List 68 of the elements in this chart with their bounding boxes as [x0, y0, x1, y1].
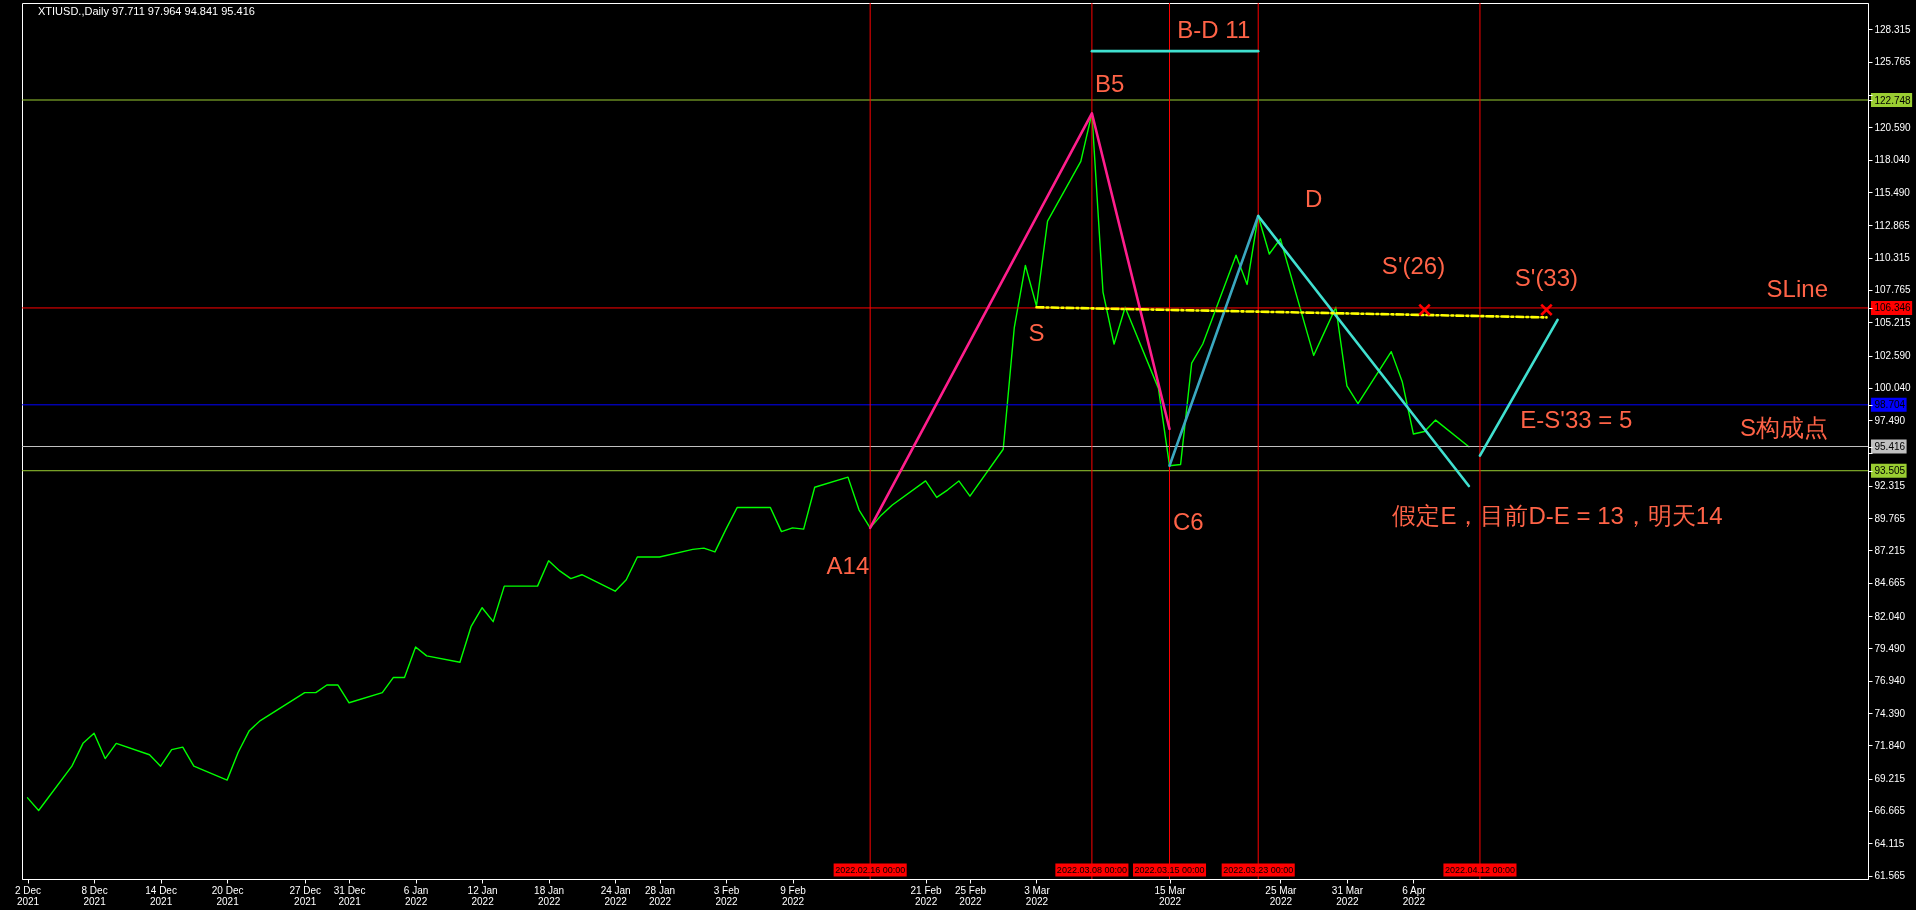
y-tick-label: 84.665 — [1874, 577, 1906, 589]
x-tick-label: 15 Mar 2022 — [1154, 884, 1187, 907]
y-tick-label: 74.390 — [1874, 707, 1906, 719]
y-tick-label: 112.865 — [1874, 219, 1911, 231]
annotation: D — [1304, 185, 1323, 213]
y-tick-label: 125.765 — [1874, 56, 1912, 68]
ref-line-label: 2022.03.08 00:00 — [1056, 865, 1127, 875]
y-tick-label: 122.748 — [1874, 94, 1912, 106]
x-tick-label: 21 Feb 2022 — [910, 884, 943, 907]
x-tick-label: 9 Feb 2022 — [780, 884, 807, 907]
y-tick-label: 97.490 — [1874, 414, 1906, 426]
y-tick-label: 87.215 — [1874, 544, 1906, 556]
y-tick-label: 115.490 — [1874, 186, 1911, 198]
y-tick-label: 95.416 — [1874, 441, 1906, 452]
annotation: S'(26) — [1381, 252, 1446, 280]
ref-line-label: 2022.04.12 00:00 — [1444, 865, 1515, 875]
x-tick-label: 31 Dec 2021 — [333, 884, 366, 907]
x-tick-label: 8 Dec 2021 — [81, 884, 108, 907]
y-tick-label: 71.840 — [1874, 739, 1906, 751]
y-tick-label: 98.704 — [1874, 399, 1906, 411]
x-tick-label: 2 Dec 2021 — [14, 884, 42, 907]
y-tick-label: 69.215 — [1874, 773, 1906, 785]
y-tick-label: 128.315 — [1874, 23, 1912, 35]
annotation: B-D 11 — [1177, 15, 1251, 43]
annotation: A14 — [826, 551, 870, 579]
ref-line-label: S构成点 — [1739, 413, 1828, 441]
x-tick-label: 25 Feb 2022 — [954, 884, 987, 907]
y-tick-label: 120.590 — [1874, 121, 1912, 133]
y-tick-label: 92.315 — [1874, 480, 1906, 492]
y-tick-label: 106.346 — [1874, 302, 1912, 314]
y-tick-label: 118.040 — [1874, 154, 1911, 166]
y-tick-label: 93.505 — [1874, 465, 1906, 477]
x-tick-label: 28 Jan 2022 — [644, 884, 676, 907]
y-tick-label: 76.940 — [1874, 675, 1906, 687]
annotation: S — [1028, 318, 1045, 346]
y-tick-label: 64.115 — [1874, 837, 1905, 849]
ref-line-label: 2022.03.15 00:00 — [1134, 865, 1205, 875]
x-tick-label: 12 Jan 2022 — [467, 884, 498, 907]
y-tick-label: 79.490 — [1874, 642, 1906, 654]
y-tick-label: 105.215 — [1874, 316, 1912, 328]
chart-title: XTIUSD.,Daily 97.711 97.964 94.841 95.416 — [38, 5, 255, 17]
x-tick-label: 20 Dec 2021 — [211, 884, 244, 907]
annotation: B5 — [1094, 69, 1125, 97]
x-tick-label: 31 Mar 2022 — [1331, 884, 1364, 907]
y-tick-label: 66.665 — [1874, 805, 1906, 817]
y-tick-label: 89.765 — [1874, 512, 1906, 524]
annotation: 假定E，目前D-E = 13，明天14 — [1392, 502, 1723, 530]
y-tick-label: 82.040 — [1874, 610, 1906, 622]
x-tick-label: 6 Apr 2022 — [1402, 884, 1427, 907]
y-tick-label: 100.040 — [1874, 382, 1912, 394]
x-tick-label: 24 Jan 2022 — [600, 884, 631, 907]
y-tick-label: 61.565 — [1874, 870, 1906, 882]
ref-line-label: SLine — [1766, 274, 1828, 302]
y-tick-label: 110.315 — [1874, 252, 1911, 264]
y-tick-label: 107.765 — [1874, 284, 1912, 296]
x-tick-label: 6 Jan 2022 — [403, 884, 429, 907]
x-tick-label: 27 Dec 2021 — [289, 884, 322, 907]
y-tick-label: 102.590 — [1874, 350, 1912, 362]
annotation: C6 — [1172, 507, 1204, 535]
x-tick-label: 25 Mar 2022 — [1265, 884, 1298, 907]
x-tick-label: 14 Dec 2021 — [145, 884, 177, 907]
x-tick-label: 3 Feb 2022 — [713, 884, 740, 907]
ref-line-label: 2022.03.23 00:00 — [1223, 865, 1294, 875]
x-tick-label: 3 Mar 2022 — [1024, 884, 1051, 907]
annotation: E-S'33 = 5 — [1520, 406, 1633, 434]
x-tick-label: 18 Jan 2022 — [534, 884, 565, 907]
ref-line-label: 2022.02.16 00:00 — [835, 865, 906, 875]
annotation: S'(33) — [1514, 263, 1579, 291]
